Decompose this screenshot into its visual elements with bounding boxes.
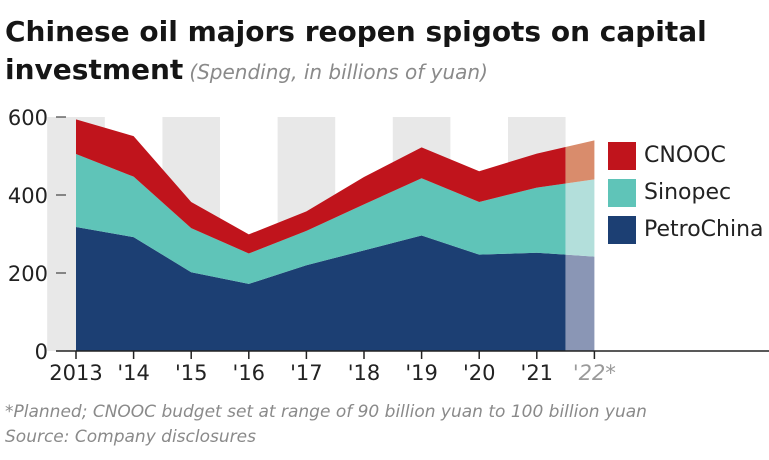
x-tick-label-3: '16	[233, 361, 266, 385]
legend-swatch-cnooc	[608, 142, 636, 170]
legend-label-sinopec: Sinopec	[644, 180, 732, 205]
chart-title-line1: Chinese oil majors reopen spigots on cap…	[5, 15, 707, 48]
legend-item-cnooc: CNOOC	[608, 142, 768, 172]
source-note: Source: Company disclosures	[5, 427, 256, 447]
footnote: *Planned; CNOOC budget set at range of 9…	[5, 402, 647, 422]
y-tick-label-200: 200	[8, 262, 48, 286]
x-tick-label-0: 2013	[49, 361, 102, 385]
legend-swatch-sinopec	[608, 179, 636, 207]
x-tick-label-2: '15	[175, 361, 208, 385]
chart-title-line2: investment (Spending, in billions of yuan…	[5, 52, 488, 93]
area-planned-sinopec	[565, 179, 595, 257]
legend-label-cnooc: CNOOC	[644, 143, 726, 168]
area-planned-cnooc	[565, 140, 595, 184]
legend-label-petrochina: PetroChina	[644, 217, 764, 242]
x-tick-label-8: '21	[521, 361, 554, 385]
x-tick-label-7: '20	[463, 361, 496, 385]
x-tick-label-9: '22*	[573, 361, 616, 385]
y-tick-label-400: 400	[8, 184, 48, 208]
chart-title-line2-text: investment	[5, 53, 184, 86]
x-tick-label-1: '14	[117, 361, 150, 385]
x-tick-label-4: '17	[290, 361, 323, 385]
x-tick-label-5: '18	[348, 361, 381, 385]
area-petrochina	[76, 226, 566, 351]
legend-item-petrochina: PetroChina	[608, 216, 768, 246]
area-sinopec	[76, 154, 566, 284]
legend-item-sinopec: Sinopec	[608, 179, 768, 209]
area-planned-petrochina	[565, 254, 595, 351]
x-tick-label-6: '19	[405, 361, 438, 385]
legend-swatch-petrochina	[608, 216, 636, 244]
y-tick-label-600: 600	[8, 106, 48, 130]
chart-subtitle: (Spending, in billions of yuan)	[189, 60, 488, 84]
area-cnooc	[76, 119, 566, 254]
y-tick-label-0: 0	[35, 340, 48, 364]
